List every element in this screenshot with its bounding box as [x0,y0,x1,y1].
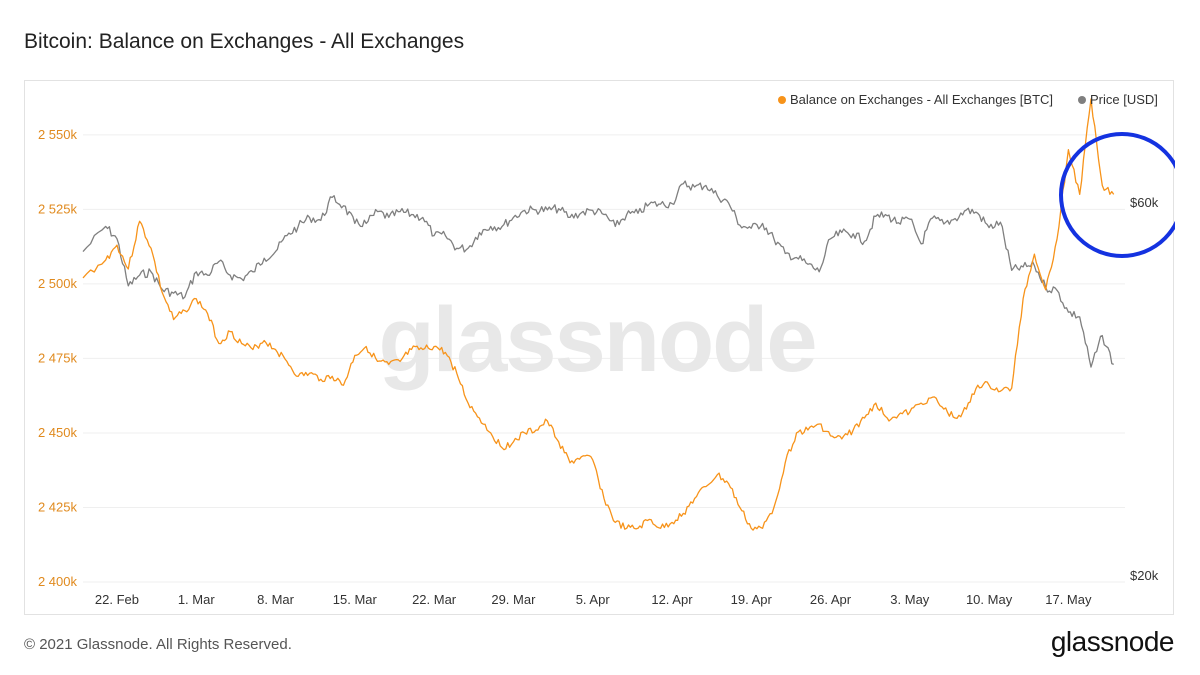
copyright-text: © 2021 Glassnode. All Rights Reserved. [24,636,292,653]
legend-swatch-price [1078,96,1086,104]
x-tick-label: 15. Mar [333,592,378,607]
series-line-balance [82,98,1115,531]
legend-label-balance[interactable]: Balance on Exchanges - All Exchanges [BT… [790,92,1053,107]
x-tick-label: 8. Mar [257,592,295,607]
x-tick-label: 22. Mar [412,592,457,607]
legend-label-price[interactable]: Price [USD] [1090,92,1158,107]
watermark-text: glassnode [378,289,815,391]
chart-svg: glassnode 2 400k 2 425k 2 450k 2 475k 2 500k… [38,92,1175,607]
x-tick-label: 5. Apr [576,592,611,607]
series [82,98,1115,531]
series-line-price [82,180,1114,368]
y-left-tick-label: 2 425k [38,499,78,514]
legend[interactable]: Balance on Exchanges - All Exchanges [BT… [778,92,1158,107]
x-tick-label: 19. Apr [731,592,773,607]
y-left-tick-label: 2 550k [38,127,78,142]
y-left-tick-label: 2 475k [38,350,78,365]
chart-panel: glassnode 2 400k 2 425k 2 450k 2 475k 2 500k… [24,80,1175,615]
glassnode-logo[interactable]: glassnode [1050,626,1175,657]
x-tick-label: 1. Mar [178,592,216,607]
y-right-tick-label: $20k [1130,568,1159,583]
y-left-tick-label: 2 400k [38,574,78,589]
y-left-tick-label: 2 500k [38,276,78,291]
x-tick-label: 26. Apr [810,592,852,607]
x-tick-label: 12. Apr [651,592,693,607]
y-right-tick-label: $60k [1130,195,1159,210]
x-tick-label: 29. Mar [491,592,536,607]
x-tick-label: 17. May [1045,592,1092,607]
x-tick-label: 10. May [966,592,1013,607]
y-left-tick-label: 2 450k [38,425,78,440]
x-tick-label: 22. Feb [95,592,139,607]
legend-swatch-balance [778,96,786,104]
grid [83,134,1125,583]
axes: 2 400k 2 425k 2 450k 2 475k 2 500k 2 525k 2 55… [38,127,1159,607]
highlight-circle-annotation [1059,132,1175,258]
x-tick-label: 3. May [890,592,930,607]
chart-title: Bitcoin: Balance on Exchanges - All Exch… [24,30,465,53]
y-left-tick-label: 2 525k [38,201,78,216]
